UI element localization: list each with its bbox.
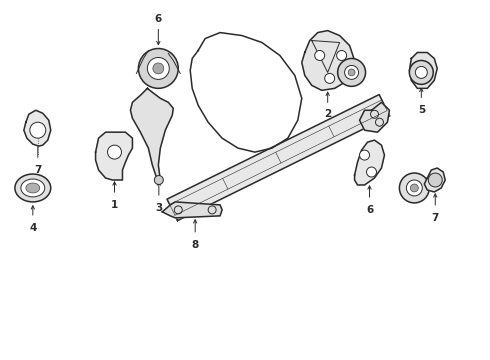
Circle shape: [153, 63, 164, 74]
Circle shape: [138, 49, 178, 88]
Circle shape: [338, 58, 366, 86]
Circle shape: [154, 176, 163, 184]
Circle shape: [325, 73, 335, 84]
Text: 7: 7: [34, 165, 42, 175]
Polygon shape: [302, 31, 355, 90]
Text: 6: 6: [155, 14, 162, 24]
Circle shape: [344, 66, 359, 80]
Ellipse shape: [15, 174, 51, 202]
Text: 5: 5: [417, 105, 425, 115]
Polygon shape: [424, 168, 445, 192]
Circle shape: [315, 50, 325, 60]
Circle shape: [406, 180, 422, 196]
Circle shape: [337, 50, 346, 60]
Circle shape: [409, 60, 433, 84]
Circle shape: [107, 145, 122, 159]
Polygon shape: [409, 53, 437, 88]
Circle shape: [30, 122, 46, 138]
Polygon shape: [167, 95, 390, 221]
Polygon shape: [360, 102, 390, 132]
Circle shape: [428, 173, 442, 187]
Text: 1: 1: [111, 200, 118, 210]
Polygon shape: [355, 140, 385, 185]
Circle shape: [348, 69, 355, 76]
Circle shape: [360, 150, 369, 160]
Polygon shape: [130, 88, 173, 180]
Text: 4: 4: [29, 223, 37, 233]
Text: 2: 2: [324, 109, 331, 119]
Ellipse shape: [26, 183, 40, 193]
Polygon shape: [162, 202, 222, 218]
Circle shape: [410, 184, 418, 192]
Circle shape: [367, 167, 376, 177]
Circle shape: [399, 173, 429, 203]
Ellipse shape: [21, 179, 45, 197]
Circle shape: [416, 67, 427, 78]
Circle shape: [147, 58, 169, 80]
Polygon shape: [24, 110, 51, 146]
Text: 8: 8: [192, 240, 199, 250]
Text: 6: 6: [366, 205, 373, 215]
Polygon shape: [96, 132, 132, 180]
Text: 3: 3: [155, 203, 163, 213]
Text: 7: 7: [432, 213, 439, 223]
